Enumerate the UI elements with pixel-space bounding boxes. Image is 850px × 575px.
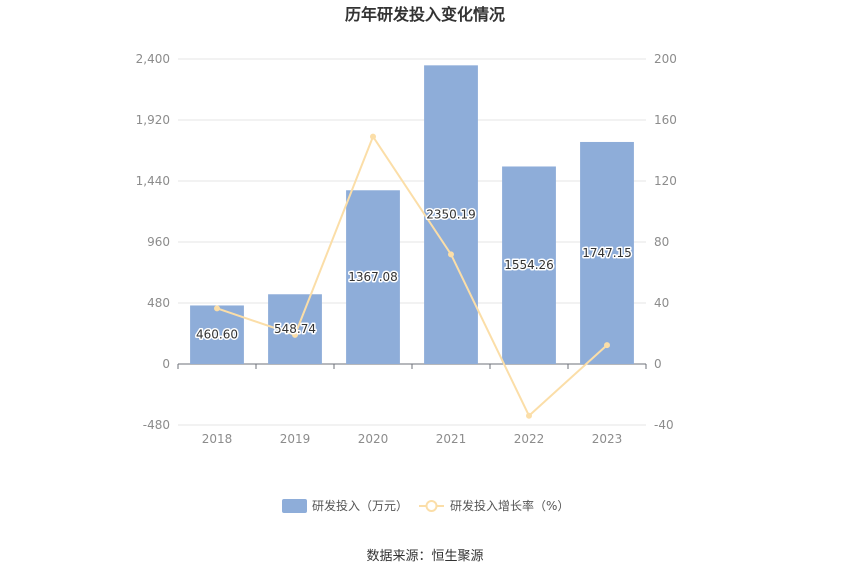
legend-bar-label[interactable]: 研发投入（万元） xyxy=(312,498,408,513)
bar xyxy=(424,65,478,364)
x-tick-label: 2020 xyxy=(358,432,389,446)
legend[interactable]: 研发投入（万元） 研发投入增长率（%） xyxy=(282,498,569,513)
growth-line xyxy=(216,134,608,418)
right-tick-label: -40 xyxy=(654,418,674,432)
line-point xyxy=(604,342,610,349)
left-tick-label: 1,440 xyxy=(136,174,170,188)
right-axis: -40 0 40 80 120 160 200 xyxy=(654,52,677,432)
left-tick-label: 960 xyxy=(147,235,170,249)
bar-series xyxy=(190,65,634,364)
line-point xyxy=(214,305,220,312)
left-tick-label: 0 xyxy=(162,357,170,371)
line-series xyxy=(214,133,610,419)
x-axis: 2018 2019 2020 2021 2022 2023 xyxy=(177,363,647,446)
line-point xyxy=(370,133,376,140)
x-tick-label: 2022 xyxy=(514,432,545,446)
bar-value-label: 2350.19 xyxy=(426,208,476,222)
right-tick-label: 40 xyxy=(654,296,669,310)
right-tick-label: 80 xyxy=(654,235,669,249)
right-tick-label: 200 xyxy=(654,52,677,66)
left-tick-label: -480 xyxy=(143,418,170,432)
x-tick-label: 2021 xyxy=(436,432,467,446)
line-point xyxy=(448,251,454,258)
line-point xyxy=(526,412,532,419)
right-tick-label: 160 xyxy=(654,113,677,127)
left-tick-label: 1,920 xyxy=(136,113,170,127)
legend-line-marker[interactable] xyxy=(425,500,438,512)
x-tick-label: 2019 xyxy=(280,432,311,446)
grid xyxy=(178,58,646,426)
bar xyxy=(502,166,556,364)
bar-value-label: 1367.08 xyxy=(348,270,398,284)
bar-value-label: 1554.26 xyxy=(504,258,554,272)
line-point xyxy=(292,331,298,338)
left-axis: -480 0 480 960 1,440 1,920 2,400 xyxy=(136,52,170,432)
legend-line-label[interactable]: 研发投入增长率（%） xyxy=(450,498,569,513)
chart-title: 历年研发投入变化情况 xyxy=(345,5,505,24)
legend-bar-swatch[interactable] xyxy=(282,499,307,513)
right-tick-label: 0 xyxy=(654,357,662,371)
bar-value-label: 460.60 xyxy=(196,328,238,342)
bar xyxy=(346,190,400,364)
bar xyxy=(580,141,634,364)
bar-value-label: 1747.15 xyxy=(582,246,632,260)
x-tick-label: 2018 xyxy=(202,432,233,446)
left-tick-label: 2,400 xyxy=(136,52,170,66)
bar-value-label: 548.74 xyxy=(274,322,316,336)
left-tick-label: 480 xyxy=(147,296,170,310)
source-note: 数据来源：恒生聚源 xyxy=(366,549,483,564)
x-tick-label: 2023 xyxy=(592,432,623,446)
data-labels: 460.60 548.74 1367.08 2350.19 1554.26 1747.15 xyxy=(195,206,634,343)
right-tick-label: 120 xyxy=(654,174,677,188)
